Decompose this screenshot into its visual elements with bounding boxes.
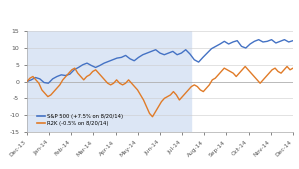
Legend: S&P 500 (+7.5% on 8/20/14), R2K (-0.5% on 8/20/14): S&P 500 (+7.5% on 8/20/14), R2K (-0.5% o… <box>35 112 125 128</box>
Text: S&P 500 vs. Russell 2,000: 2014 % Change: S&P 500 vs. Russell 2,000: 2014 % Change <box>46 6 253 16</box>
Bar <box>27 31 190 132</box>
